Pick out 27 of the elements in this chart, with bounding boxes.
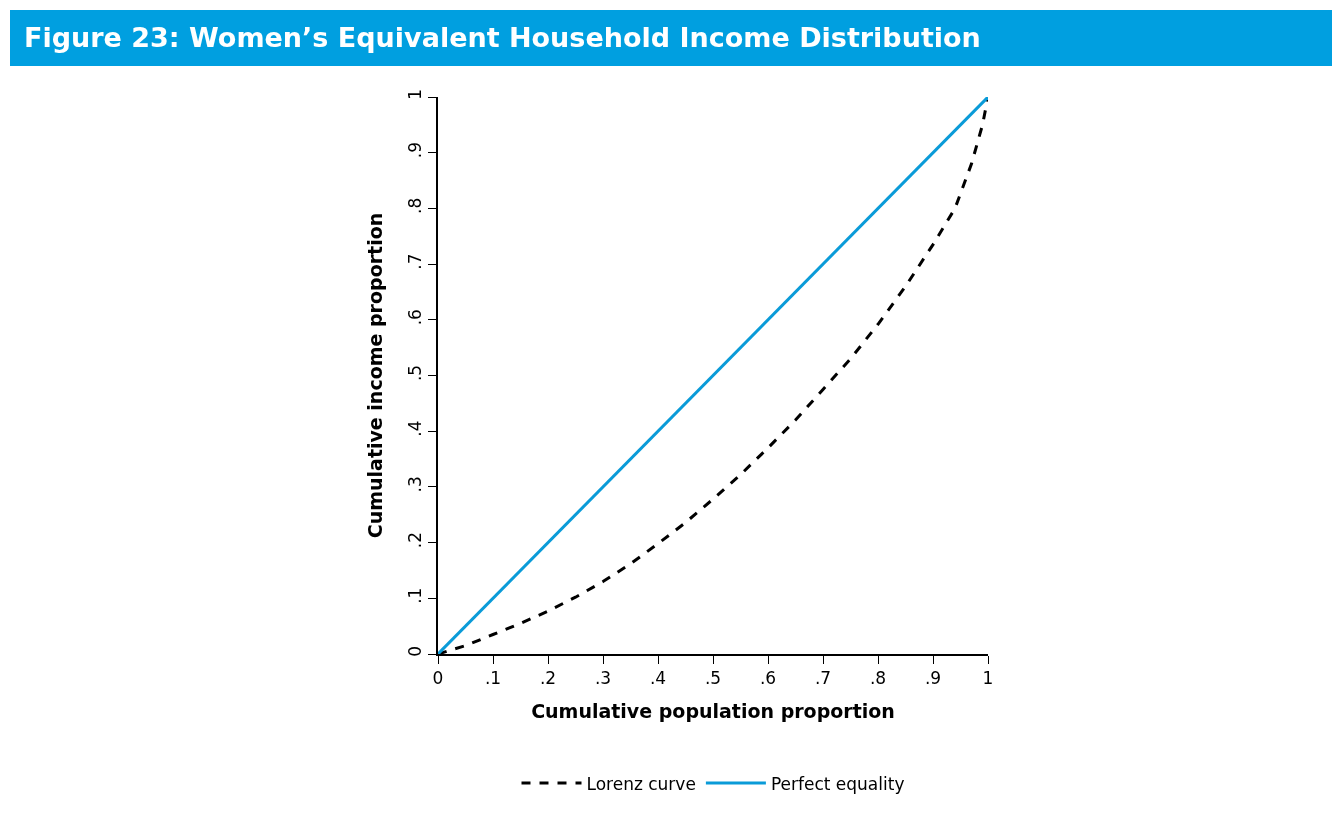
- y-tick-label: .9: [405, 142, 426, 159]
- y-tick-label: .4: [405, 420, 426, 437]
- y-tick-label: .1: [405, 587, 426, 604]
- y-tick-label: 1: [405, 89, 426, 100]
- y-tick-label: .3: [405, 476, 426, 493]
- x-axis-title: Cumulative population proportion: [531, 700, 895, 723]
- y-tick-label: .6: [405, 309, 426, 326]
- y-tick-label: .5: [405, 364, 426, 382]
- x-tick-label: .7: [814, 668, 832, 689]
- x-tick-label: .6: [759, 668, 777, 689]
- x-tick-label: .2: [539, 668, 557, 689]
- x-tick-label: 1: [982, 668, 994, 689]
- y-tick-label: .2: [405, 531, 426, 549]
- x-tick-label: .1: [484, 668, 502, 689]
- chart-title: Figure 23: Women’s Equivalent Household Income Distribution: [10, 10, 1332, 66]
- legend-label: Lorenz curve: [586, 773, 696, 794]
- y-axis-title: Cumulative income proportion: [363, 212, 386, 539]
- y-tick-label: .8: [405, 197, 426, 214]
- x-tick-label: .5: [704, 668, 722, 689]
- x-tick-label: .4: [649, 668, 667, 689]
- x-tick-label: 0: [432, 668, 444, 689]
- x-tick-label: .3: [594, 668, 612, 689]
- legend-label: Perfect equality: [770, 773, 905, 794]
- x-tick-label: .9: [924, 668, 942, 689]
- y-tick-label: .7: [405, 253, 426, 270]
- x-tick-label: .8: [869, 668, 887, 689]
- y-tick-label: 0: [405, 646, 426, 657]
